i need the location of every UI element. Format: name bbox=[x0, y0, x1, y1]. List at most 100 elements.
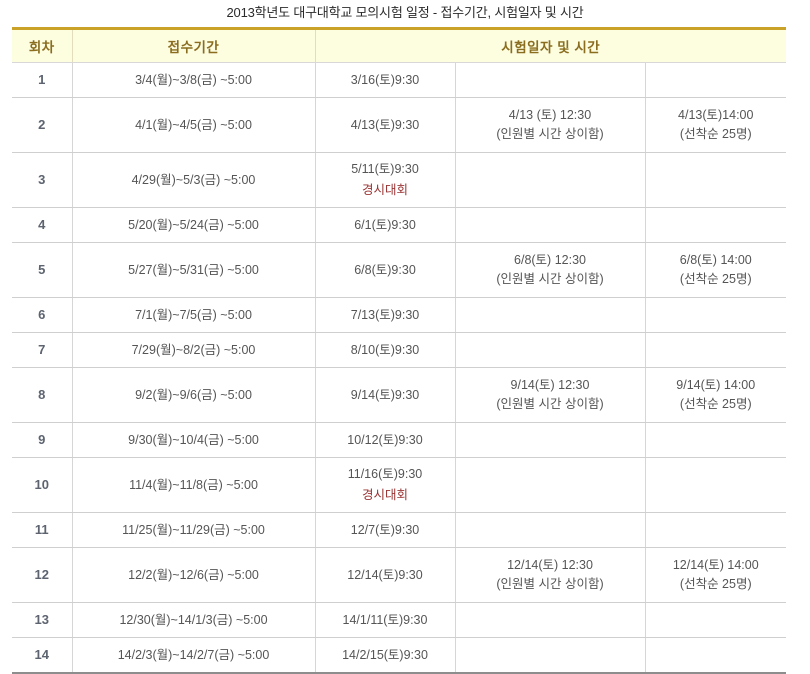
table-row: 5 5/27(월)~5/31(금) ~5:00 6/8(토)9:30 6/8(토) 1… bbox=[12, 242, 787, 299]
cell-session-no: 7 bbox=[12, 332, 73, 369]
cell-exam-session-late bbox=[645, 512, 787, 549]
table-header: 회차 접수기간 시험일자 및 시간 bbox=[12, 28, 787, 64]
cell-exam-session-afternoon bbox=[455, 332, 646, 369]
exam-session-late-time: 12/14(토) 14:00 bbox=[672, 557, 759, 572]
column-header-exam-date-time: 시험일자 및 시간 bbox=[315, 28, 787, 64]
exam-date-primary-text: 8/10(토)9:30 bbox=[350, 342, 420, 357]
cell-exam-session-late bbox=[645, 332, 787, 369]
exam-session-late-note: (선착순 25명) bbox=[679, 127, 752, 142]
page-title: 2013학년도 대구대학교 모의시험 일정 - 접수기간, 시험일자 및 시간 bbox=[226, 5, 584, 20]
cell-apply-period: 7/1(월)~7/5(금) ~5:00 bbox=[72, 297, 316, 334]
exam-session-afternoon-time: 4/13 (토) 12:30 bbox=[508, 107, 592, 122]
exam-session-afternoon-note: (인원별 시간 상이함) bbox=[496, 272, 604, 287]
table-row: 2 4/1(월)~4/5(금) ~5:00 4/13(토)9:30 4/13 (토) … bbox=[12, 97, 787, 154]
cell-exam-session-afternoon bbox=[455, 637, 646, 674]
exam-session-afternoon-time: 6/8(토) 12:30 bbox=[514, 252, 586, 267]
exam-date-primary-text: 11/16(토)9:30 bbox=[347, 466, 423, 481]
table-row: 13 12/30(월)~14/1/3(금) ~5:00 14/1/11(토)9:30 bbox=[12, 602, 787, 639]
cell-exam-session-afternoon bbox=[455, 207, 646, 244]
cell-session-no: 2 bbox=[12, 97, 73, 154]
cell-apply-period: 5/20(월)~5/24(금) ~5:00 bbox=[72, 207, 316, 244]
exam-session-afternoon-note: (인원별 시간 상이함) bbox=[496, 127, 604, 142]
exam-date-primary-text: 12/7(토)9:30 bbox=[350, 522, 420, 537]
column-header-apply-period: 접수기간 bbox=[72, 28, 316, 64]
cell-exam-session-late bbox=[645, 637, 787, 674]
cell-session-no: 1 bbox=[12, 62, 73, 99]
cell-apply-period: 9/2(월)~9/6(금) ~5:00 bbox=[72, 367, 316, 424]
exam-date-primary-text: 14/2/15(토)9:30 bbox=[342, 647, 428, 662]
cell-exam-session-late: 9/14(토) 14:00 (선착순 25명) bbox=[645, 367, 787, 424]
exam-date-primary-text: 5/11(토)9:30 bbox=[351, 161, 419, 176]
table-row: 11 11/25(월)~11/29(금) ~5:00 12/7(토)9:30 bbox=[12, 512, 787, 549]
cell-apply-period: 11/4(월)~11/8(금) ~5:00 bbox=[72, 457, 316, 514]
cell-apply-period: 14/2/3(월)~14/2/7(금) ~5:00 bbox=[72, 637, 316, 674]
cell-exam-date-primary: 3/16(토)9:30 bbox=[315, 62, 456, 99]
header-row: 회차 접수기간 시험일자 및 시간 bbox=[12, 28, 787, 64]
exam-session-late-time: 4/13(토)14:00 bbox=[678, 107, 754, 122]
contest-label: 경시대회 bbox=[361, 183, 408, 198]
cell-exam-session-afternoon bbox=[455, 62, 646, 99]
cell-exam-session-afternoon bbox=[455, 422, 646, 459]
exam-date-primary-text: 10/12(토)9:30 bbox=[347, 432, 423, 447]
exam-date-primary-text: 6/1(토)9:30 bbox=[354, 217, 416, 232]
cell-apply-period: 12/2(월)~12/6(금) ~5:00 bbox=[72, 547, 316, 604]
table-row: 3 4/29(월)~5/3(금) ~5:00 5/11(토)9:30 경시대회 bbox=[12, 152, 787, 209]
cell-exam-session-afternoon: 9/14(토) 12:30 (인원별 시간 상이함) bbox=[455, 367, 646, 424]
table-row: 1 3/4(월)~3/8(금) ~5:00 3/16(토)9:30 bbox=[12, 62, 787, 99]
cell-exam-session-afternoon bbox=[455, 152, 646, 209]
cell-apply-period: 7/29(월)~8/2(금) ~5:00 bbox=[72, 332, 316, 369]
exam-date-primary-text: 9/14(토)9:30 bbox=[350, 387, 420, 402]
exam-date-primary-text: 3/16(토)9:30 bbox=[350, 72, 420, 87]
cell-apply-period: 12/30(월)~14/1/3(금) ~5:00 bbox=[72, 602, 316, 639]
cell-session-no: 13 bbox=[12, 602, 73, 639]
cell-exam-session-late bbox=[645, 297, 787, 334]
cell-apply-period: 9/30(월)~10/4(금) ~5:00 bbox=[72, 422, 316, 459]
cell-session-no: 8 bbox=[12, 367, 73, 424]
cell-session-no: 5 bbox=[12, 242, 73, 299]
cell-session-no: 3 bbox=[12, 152, 73, 209]
table-row: 4 5/20(월)~5/24(금) ~5:00 6/1(토)9:30 bbox=[12, 207, 787, 244]
exam-date-primary-text: 6/8(토)9:30 bbox=[354, 262, 416, 277]
exam-date-primary-text: 4/13(토)9:30 bbox=[350, 117, 420, 132]
cell-exam-session-late: 6/8(토) 14:00 (선착순 25명) bbox=[645, 242, 787, 299]
exam-date-primary-text: 14/1/11(토)9:30 bbox=[342, 612, 428, 627]
table-row: 9 9/30(월)~10/4(금) ~5:00 10/12(토)9:30 bbox=[12, 422, 787, 459]
cell-exam-date-primary: 8/10(토)9:30 bbox=[315, 332, 456, 369]
cell-exam-date-primary: 5/11(토)9:30 경시대회 bbox=[315, 152, 456, 209]
exam-session-late-time: 9/14(토) 14:00 bbox=[676, 377, 756, 392]
cell-exam-date-primary: 14/2/15(토)9:30 bbox=[315, 637, 456, 674]
exam-date-primary-text: 7/13(토)9:30 bbox=[350, 307, 420, 322]
cell-exam-session-late bbox=[645, 152, 787, 209]
cell-exam-session-late bbox=[645, 602, 787, 639]
exam-session-afternoon-time: 12/14(토) 12:30 bbox=[507, 557, 593, 572]
cell-exam-date-primary: 7/13(토)9:30 bbox=[315, 297, 456, 334]
cell-apply-period: 11/25(월)~11/29(금) ~5:00 bbox=[72, 512, 316, 549]
cell-session-no: 12 bbox=[12, 547, 73, 604]
exam-session-late-time: 6/8(토) 14:00 bbox=[679, 252, 752, 267]
cell-exam-date-primary: 10/12(토)9:30 bbox=[315, 422, 456, 459]
table-row: 14 14/2/3(월)~14/2/7(금) ~5:00 14/2/15(토)9:3… bbox=[12, 637, 787, 674]
cell-exam-session-late bbox=[645, 62, 787, 99]
cell-session-no: 10 bbox=[12, 457, 73, 514]
exam-session-afternoon-note: (인원별 시간 상이함) bbox=[496, 577, 604, 592]
contest-label: 경시대회 bbox=[361, 488, 408, 503]
table-row: 7 7/29(월)~8/2(금) ~5:00 8/10(토)9:30 bbox=[12, 332, 787, 369]
cell-apply-period: 4/1(월)~4/5(금) ~5:00 bbox=[72, 97, 316, 154]
cell-session-no: 9 bbox=[12, 422, 73, 459]
cell-exam-session-afternoon bbox=[455, 602, 646, 639]
cell-exam-date-primary: 14/1/11(토)9:30 bbox=[315, 602, 456, 639]
table-body: 1 3/4(월)~3/8(금) ~5:00 3/16(토)9:30 2 4/1(월)~4… bbox=[12, 62, 787, 674]
cell-exam-session-afternoon bbox=[455, 457, 646, 514]
exam-schedule-table: 회차 접수기간 시험일자 및 시간 1 3/4(월)~3/8(금) ~5:00 3/… bbox=[12, 27, 787, 674]
cell-apply-period: 3/4(월)~3/8(금) ~5:00 bbox=[72, 62, 316, 99]
table-row: 12 12/2(월)~12/6(금) ~5:00 12/14(토)9:30 12/14… bbox=[12, 547, 787, 604]
column-header-no: 회차 bbox=[12, 28, 73, 64]
cell-exam-session-late bbox=[645, 422, 787, 459]
cell-exam-date-primary: 6/8(토)9:30 bbox=[315, 242, 456, 299]
page-root: 2013학년도 대구대학교 모의시험 일정 - 접수기간, 시험일자 및 시간 … bbox=[12, 5, 787, 674]
exam-session-late-note: (선착순 25명) bbox=[679, 577, 752, 592]
cell-session-no: 4 bbox=[12, 207, 73, 244]
cell-exam-date-primary: 6/1(토)9:30 bbox=[315, 207, 456, 244]
cell-session-no: 14 bbox=[12, 637, 73, 674]
cell-exam-session-late bbox=[645, 457, 787, 514]
